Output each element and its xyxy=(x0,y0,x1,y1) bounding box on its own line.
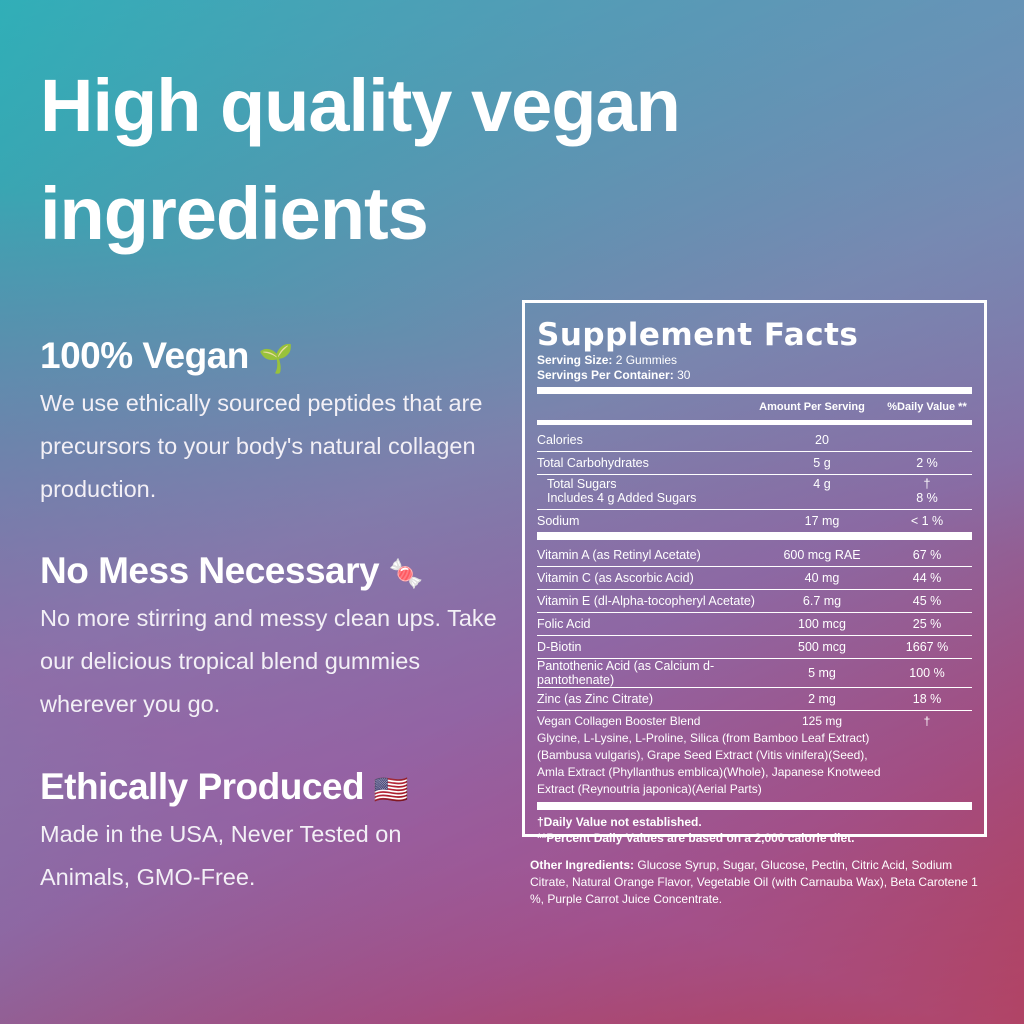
divider xyxy=(537,420,972,425)
table-row: Folic Acid 100 mcg 25 % xyxy=(537,613,972,636)
table-header: Amount Per Serving %Daily Value ** xyxy=(759,401,967,413)
supplement-facts-panel: Supplement Facts Serving Size: 2 Gummies… xyxy=(522,300,987,845)
section-no-mess: No Mess Necessary 🍬 No more stirring and… xyxy=(40,550,497,717)
candy-icon: 🍬 xyxy=(388,558,424,589)
seedling-icon: 🌱 xyxy=(258,343,294,374)
section-ethical: Ethically Produced 🇺🇸 Made in the USA, N… xyxy=(40,766,409,890)
section-vegan: 100% Vegan 🌱 We use ethically sourced pe… xyxy=(40,335,483,502)
table-row: Total Sugars Includes 4 g Added Sugars 4 g… xyxy=(537,475,972,510)
other-ingredients: Other Ingredients: Glucose Syrup, Sugar,… xyxy=(530,858,978,906)
table-row: Vitamin C (as Ascorbic Acid) 40 mg 44 % xyxy=(537,567,972,590)
divider xyxy=(537,533,972,540)
headline: High quality vegan ingredients xyxy=(40,64,681,255)
divider xyxy=(537,802,972,810)
facts-title: Supplement Facts xyxy=(537,317,859,353)
table-row: Vitamin A (as Retinyl Acetate) 600 mcg RA… xyxy=(537,544,972,567)
table-row: Calories 20 xyxy=(537,429,972,452)
blend: Vegan Collagen Booster Blend 125 mg † Glyc… xyxy=(537,714,931,796)
table-row: Vitamin E (dl-Alpha-tocopheryl Acetate) 6… xyxy=(537,590,972,613)
table-row: Pantothenic Acid (as Calcium d-pantothen… xyxy=(537,659,972,688)
us-flag-icon: 🇺🇸 xyxy=(373,774,409,805)
table-row: Zinc (as Zinc Citrate) 2 mg 18 % xyxy=(537,688,972,711)
divider xyxy=(537,387,972,394)
table-row: Sodium 17 mg < 1 % xyxy=(537,510,972,533)
table-row: D-Biotin 500 mcg 1667 % xyxy=(537,636,972,659)
